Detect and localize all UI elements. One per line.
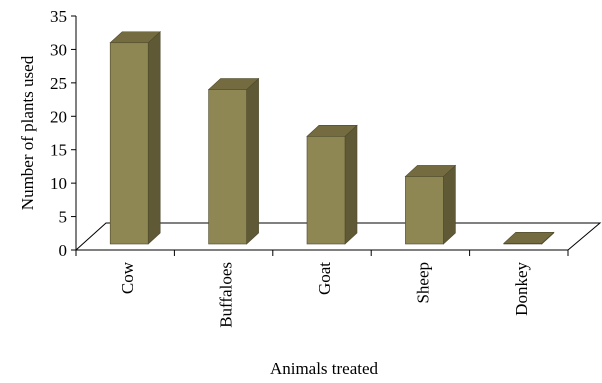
y-tick-label: 20 — [50, 107, 67, 126]
bar-front — [405, 176, 444, 245]
x-tick-label: Buffaloes — [217, 262, 236, 328]
bar-series — [109, 31, 555, 245]
y-axis-title: Number of plants used — [18, 55, 37, 210]
bar-side — [246, 77, 259, 245]
bar-donkey — [503, 231, 555, 245]
x-axis-title: Animals treated — [270, 359, 379, 378]
x-tick-label: Sheep — [413, 262, 432, 304]
bar-goat — [306, 124, 358, 245]
bar-side — [443, 164, 456, 245]
bar-cow — [109, 31, 161, 245]
chart-axes — [71, 15, 569, 256]
y-tick-label: 15 — [50, 141, 67, 160]
bar-front — [208, 89, 247, 245]
bar-front — [306, 136, 346, 245]
bar-front — [109, 42, 149, 245]
axis-labels: 0 5 10 15 20 25 30 35 Cow Buffaloes Goat Sheep Donke… — [50, 7, 531, 328]
x-tick-label: Goat — [315, 262, 334, 295]
bar-sheep — [404, 164, 457, 245]
y-tick-label: 25 — [50, 74, 67, 93]
y-tick-label: 0 — [59, 241, 68, 260]
y-tick-label: 10 — [50, 174, 67, 193]
y-tick-label: 5 — [59, 208, 68, 227]
x-tick-label: Donkey — [512, 262, 531, 316]
bar-side — [147, 31, 161, 245]
bar-side — [344, 124, 358, 245]
bar-front — [503, 243, 543, 245]
y-tick-label: 35 — [50, 7, 67, 26]
bar-buffaloes — [207, 77, 260, 245]
y-tick-label: 30 — [50, 40, 67, 59]
x-tick-label: Cow — [118, 261, 137, 294]
